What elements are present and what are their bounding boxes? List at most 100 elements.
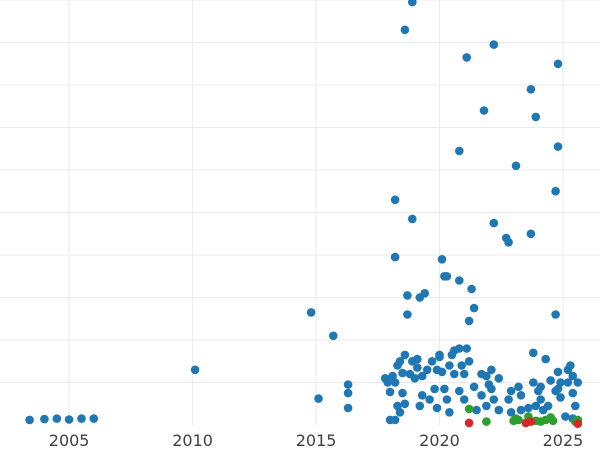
data-point [482, 371, 491, 381]
data-point [89, 414, 99, 423]
data-point [571, 401, 580, 411]
data-point [437, 254, 447, 264]
data-point [487, 384, 496, 394]
x-tick-label: 2010 [172, 431, 213, 450]
data-point [563, 378, 573, 387]
data-point [464, 404, 474, 414]
data-point [400, 350, 410, 360]
data-point [482, 417, 491, 426]
x-tick-label: 2015 [296, 431, 337, 450]
data-point [395, 357, 405, 366]
data-point [482, 401, 491, 411]
data-point [77, 414, 86, 423]
grid-layer [0, 0, 600, 425]
data-point [529, 348, 538, 358]
data-point [462, 53, 472, 62]
data-point [464, 418, 474, 428]
data-point [526, 229, 536, 239]
points-layer [25, 0, 583, 429]
data-point [410, 374, 420, 383]
data-point [314, 394, 323, 403]
data-point [390, 195, 400, 205]
data-point [531, 112, 541, 122]
data-point [489, 218, 499, 228]
data-point [561, 412, 570, 421]
data-point [400, 25, 410, 35]
data-point [469, 382, 479, 392]
data-point [417, 391, 427, 400]
data-point [464, 316, 474, 326]
data-point [464, 357, 474, 366]
data-point [479, 106, 489, 115]
data-point [403, 291, 412, 300]
data-point [477, 391, 486, 400]
data-point [489, 395, 499, 404]
data-point [494, 374, 504, 383]
x-tick-label: 2025 [543, 431, 584, 450]
data-point [516, 405, 526, 415]
data-point [385, 415, 395, 425]
data-point [403, 310, 412, 319]
data-point [506, 386, 516, 396]
data-point [190, 365, 200, 375]
data-point [551, 310, 560, 319]
x-tick-labels: 2005 2010 2015 2020 2025 [49, 431, 584, 450]
data-point [514, 415, 523, 425]
data-point [504, 238, 513, 247]
data-point [400, 399, 410, 409]
data-point [455, 276, 464, 285]
data-point [398, 368, 407, 378]
data-point [469, 303, 479, 313]
data-point [556, 378, 565, 387]
data-point [511, 161, 521, 171]
data-point [343, 380, 353, 389]
data-point [395, 408, 405, 417]
data-point [343, 388, 353, 398]
data-point [450, 369, 459, 379]
data-point [531, 401, 541, 411]
data-point [487, 365, 496, 375]
data-point [417, 371, 427, 381]
data-point [536, 395, 545, 404]
data-point [427, 357, 437, 366]
data-point [529, 378, 538, 387]
data-point [408, 0, 417, 7]
data-point [489, 40, 499, 49]
data-point [385, 387, 395, 397]
data-point [40, 414, 49, 424]
data-point [408, 214, 417, 224]
x-tick-label: 2005 [49, 431, 90, 450]
data-point [440, 384, 449, 394]
data-point [25, 415, 34, 425]
data-point [526, 417, 536, 426]
data-point [459, 369, 469, 379]
data-point [445, 361, 454, 370]
data-point [306, 308, 316, 317]
data-point [524, 403, 533, 413]
data-point [553, 367, 563, 377]
data-point [568, 388, 578, 398]
data-point [462, 344, 472, 353]
data-point [548, 416, 558, 426]
data-point [413, 354, 422, 364]
data-point [430, 384, 439, 394]
data-point [437, 367, 447, 377]
data-point [556, 393, 565, 402]
data-point [506, 408, 516, 417]
data-point [551, 186, 560, 196]
data-point [432, 403, 442, 413]
data-point [504, 395, 513, 404]
data-point [420, 289, 430, 298]
data-point [457, 361, 467, 370]
data-point [52, 414, 62, 423]
data-point [442, 272, 452, 281]
x-tick-label: 2020 [419, 431, 460, 450]
data-point [459, 395, 469, 404]
data-point [425, 395, 434, 404]
data-point [553, 59, 563, 69]
data-point [455, 386, 464, 396]
data-point [541, 354, 550, 364]
data-point [390, 378, 400, 387]
